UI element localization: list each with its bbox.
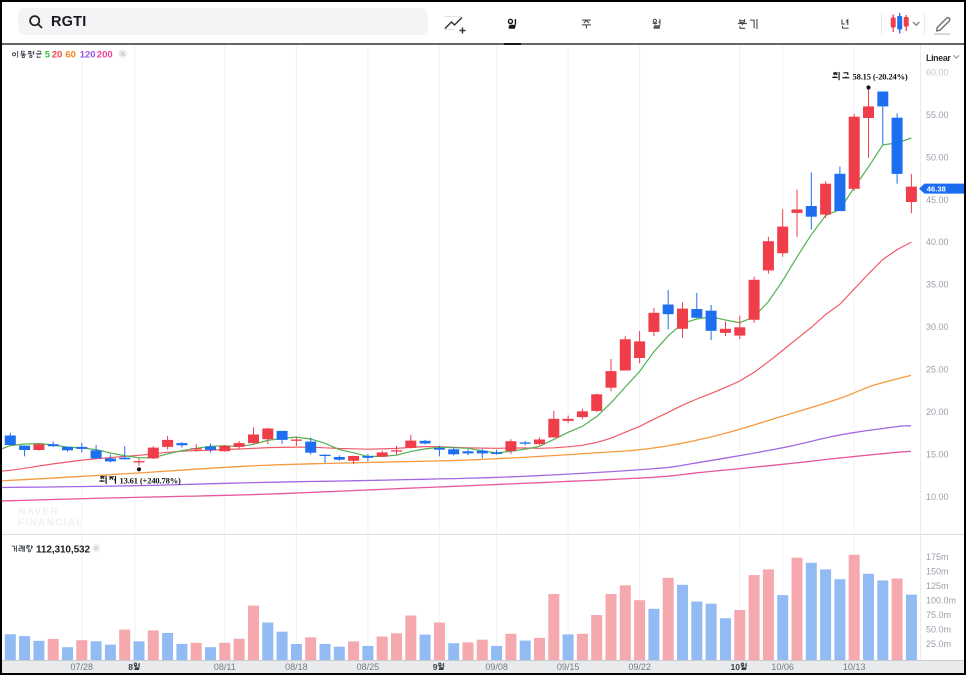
svg-text:09/08: 09/08 xyxy=(485,662,508,672)
svg-text:13.61 (+240.78%): 13.61 (+240.78%) xyxy=(120,475,182,485)
svg-text:50.0m: 50.0m xyxy=(926,625,951,635)
svg-text:08/18: 08/18 xyxy=(285,662,308,672)
svg-text:10.00: 10.00 xyxy=(926,492,949,502)
svg-text:60.00: 60.00 xyxy=(926,67,949,77)
svg-text:08/25: 08/25 xyxy=(357,662,380,672)
svg-text:40.00: 40.00 xyxy=(926,237,949,247)
svg-text:9: 9 xyxy=(433,662,438,672)
svg-text:200: 200 xyxy=(97,49,113,60)
svg-text:175m: 175m xyxy=(926,552,949,562)
svg-text:35.00: 35.00 xyxy=(926,280,949,290)
svg-text:10/13: 10/13 xyxy=(843,662,866,672)
svg-text:120: 120 xyxy=(80,49,96,60)
svg-text:30.00: 30.00 xyxy=(926,322,949,332)
svg-text:45.00: 45.00 xyxy=(926,195,949,205)
svg-text:09/22: 09/22 xyxy=(628,662,651,672)
svg-text:55.00: 55.00 xyxy=(926,110,949,120)
svg-text:20: 20 xyxy=(52,49,63,60)
svg-text:10: 10 xyxy=(731,662,741,672)
svg-text:08/11: 08/11 xyxy=(214,662,236,672)
svg-text:20.00: 20.00 xyxy=(926,407,949,417)
svg-text:Linear: Linear xyxy=(926,53,951,63)
svg-text:75.0m: 75.0m xyxy=(926,610,951,620)
svg-text:50.00: 50.00 xyxy=(926,152,949,162)
svg-text:46.38: 46.38 xyxy=(927,184,946,193)
svg-text:58.15 (-20.24%): 58.15 (-20.24%) xyxy=(853,72,908,82)
svg-text:100.0m: 100.0m xyxy=(926,596,956,606)
svg-text:112,310,532: 112,310,532 xyxy=(36,544,90,555)
svg-text:15.00: 15.00 xyxy=(926,450,949,460)
svg-text:8: 8 xyxy=(128,662,133,672)
svg-text:150m: 150m xyxy=(926,567,949,577)
svg-text:FINANCIAL: FINANCIAL xyxy=(18,517,84,529)
svg-text:07/28: 07/28 xyxy=(71,662,94,672)
svg-text:25.0m: 25.0m xyxy=(926,639,951,649)
svg-text:5: 5 xyxy=(45,49,51,60)
svg-text:NAVER: NAVER xyxy=(18,506,59,518)
svg-text:10/06: 10/06 xyxy=(771,662,794,672)
svg-text:25.00: 25.00 xyxy=(926,365,949,375)
svg-text:60: 60 xyxy=(65,49,76,60)
svg-text:125m: 125m xyxy=(926,581,949,591)
svg-text:09/15: 09/15 xyxy=(557,662,580,672)
